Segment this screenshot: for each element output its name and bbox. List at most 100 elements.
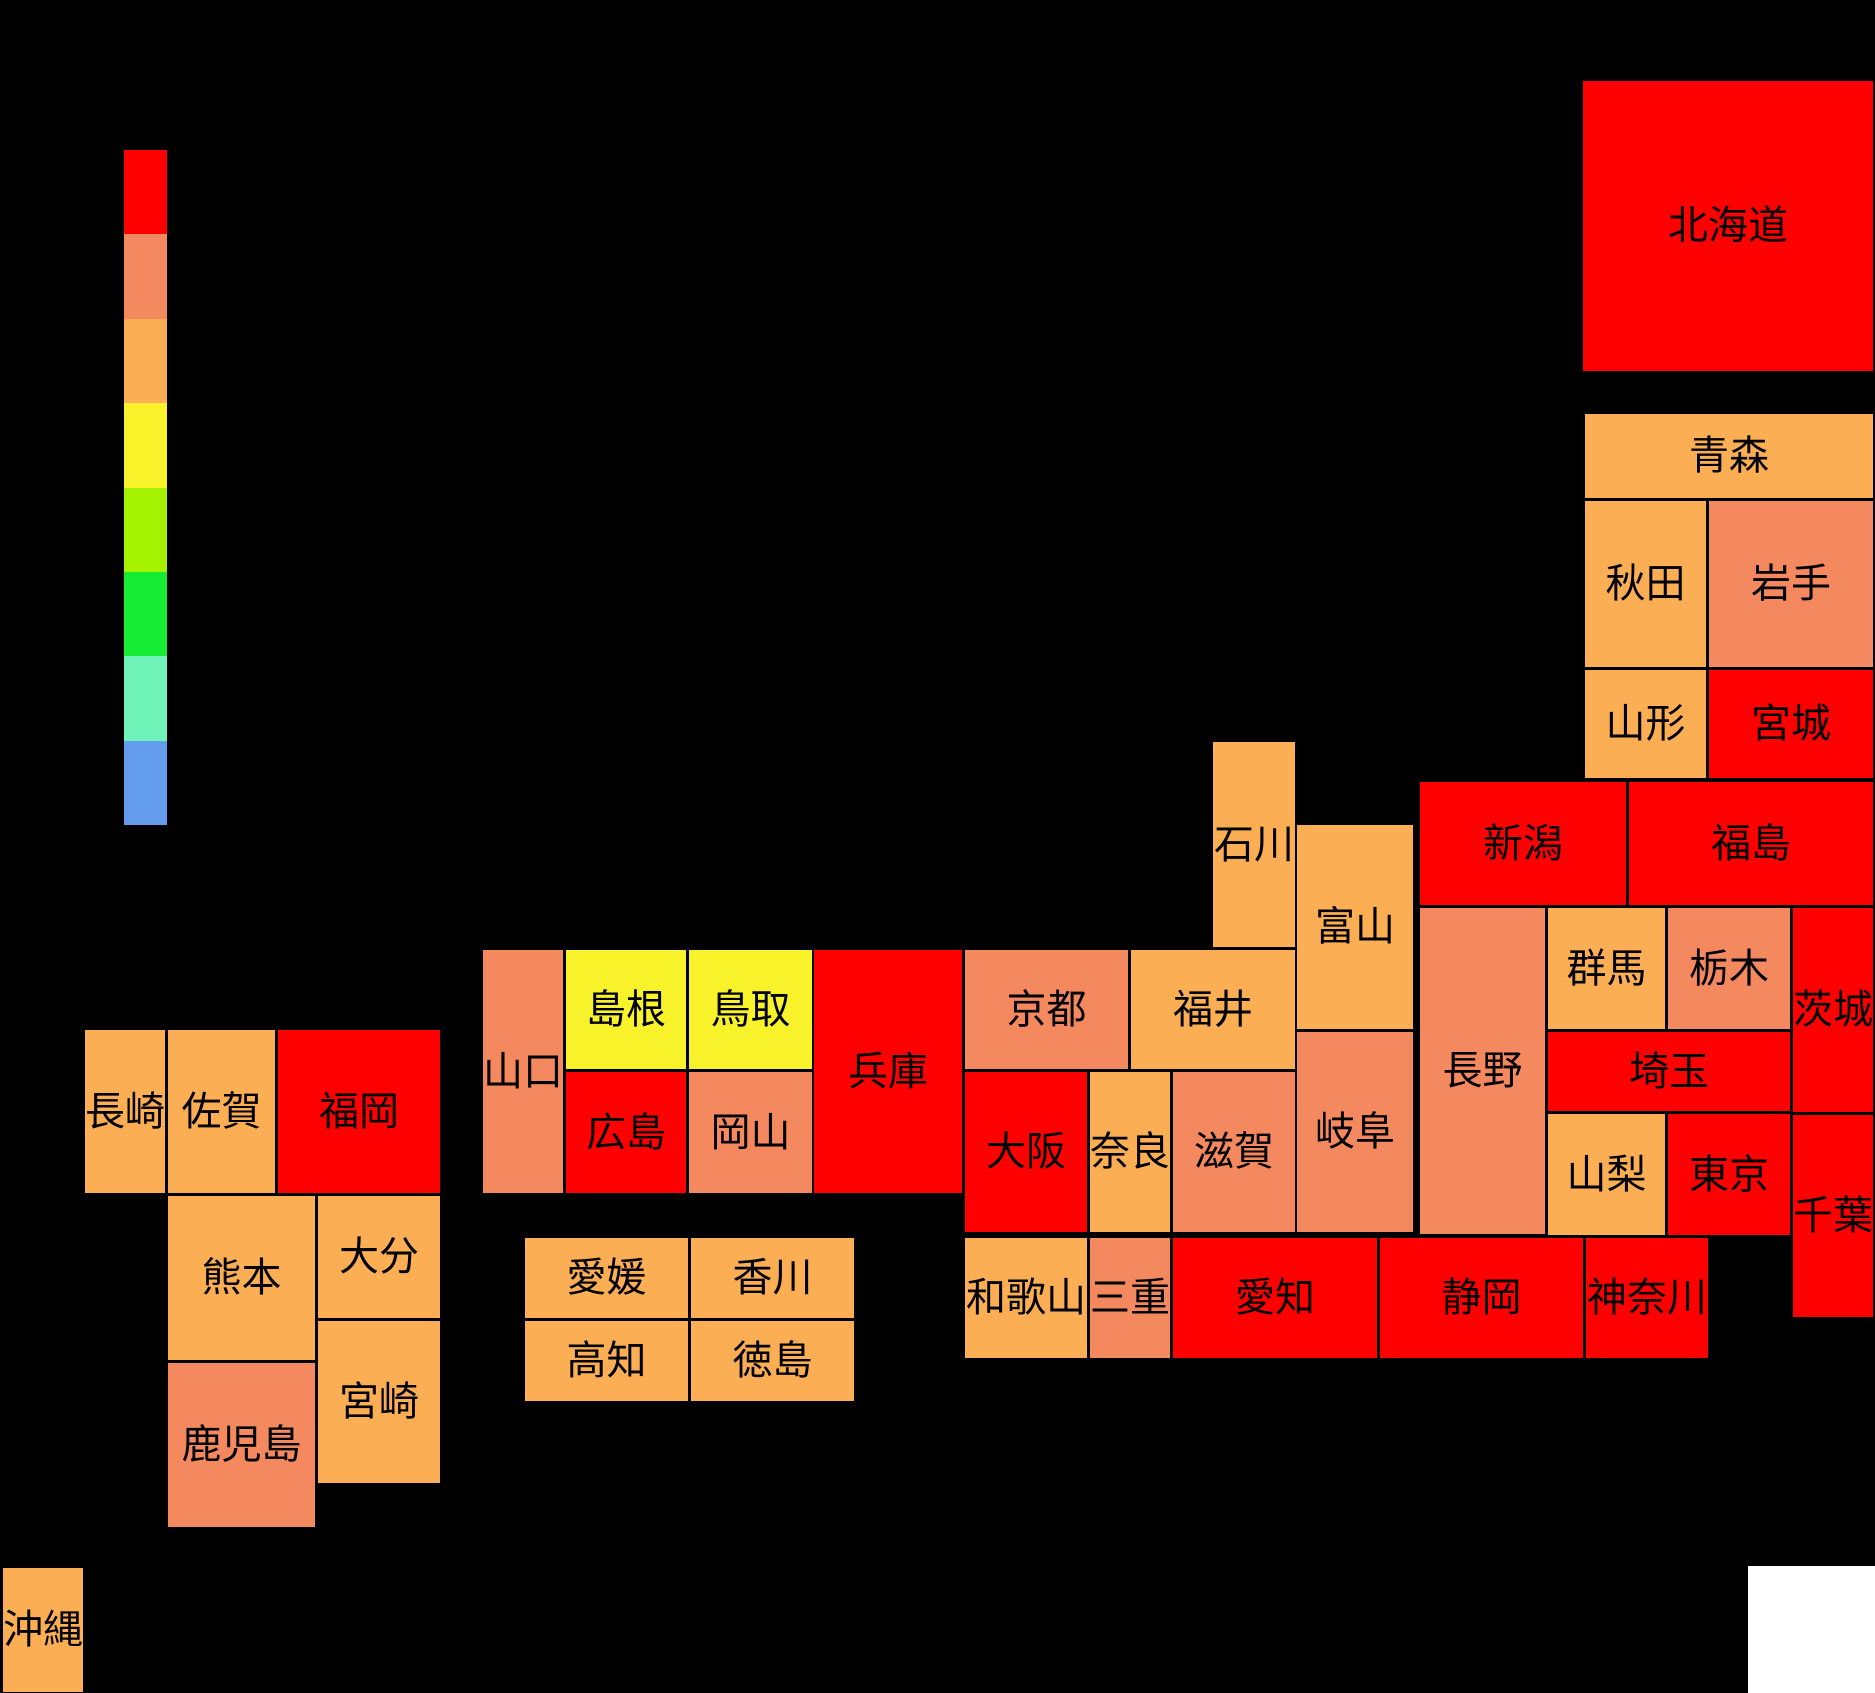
tile-osaka: 大阪 — [965, 1072, 1087, 1232]
tile-label-hokkaido: 北海道 — [1668, 203, 1788, 249]
tile-nara: 奈良 — [1090, 1072, 1170, 1232]
legend-level-5-swatch — [124, 487, 167, 572]
tile-miyazaki: 宮崎 — [318, 1321, 440, 1483]
tile-toyama: 富山 — [1297, 825, 1413, 1029]
legend-level-3-swatch — [124, 318, 167, 404]
tile-okayama: 岡山 — [689, 1072, 812, 1193]
tile-label-shimane: 島根 — [586, 986, 666, 1033]
tile-label-iwate: 岩手 — [1751, 561, 1831, 607]
tile-label-nara: 奈良 — [1090, 1129, 1170, 1175]
tile-label-miyazaki: 宮崎 — [339, 1379, 419, 1425]
legend-level-7-swatch — [124, 656, 167, 741]
tile-nagasaki: 長崎 — [85, 1030, 165, 1193]
tile-nagano: 長野 — [1420, 908, 1545, 1234]
tile-ibaraki: 茨城 — [1793, 908, 1873, 1112]
legend-level-8-swatch — [124, 740, 167, 825]
tile-tokushima: 徳島 — [691, 1321, 854, 1401]
tile-label-niigata: 新潟 — [1483, 820, 1563, 867]
tile-shiga: 滋賀 — [1173, 1072, 1295, 1232]
blank-white-box — [1748, 1566, 1875, 1693]
tile-label-kumamoto: 熊本 — [201, 1255, 282, 1301]
tile-label-yamaguchi: 山口 — [483, 1048, 563, 1095]
tile-label-tokushima: 徳島 — [732, 1338, 813, 1384]
tile-label-tottori: 鳥取 — [710, 986, 791, 1033]
tile-yamanashi: 山梨 — [1548, 1114, 1665, 1235]
tile-label-saga: 佐賀 — [181, 1088, 262, 1135]
tile-oita: 大分 — [318, 1196, 440, 1318]
tile-label-gifu: 岐阜 — [1315, 1109, 1395, 1155]
tile-hyogo: 兵庫 — [814, 950, 962, 1193]
tile-kagawa: 香川 — [691, 1238, 854, 1318]
tile-label-aichi: 愛知 — [1235, 1275, 1315, 1321]
tile-mie: 三重 — [1090, 1238, 1170, 1358]
tile-wakayama: 和歌山 — [965, 1238, 1087, 1358]
tile-label-kagoshima: 鹿児島 — [181, 1422, 302, 1468]
tile-tottori: 鳥取 — [689, 950, 812, 1069]
legend-level-6-swatch — [124, 571, 167, 657]
tile-kochi: 高知 — [525, 1321, 688, 1401]
tile-aichi: 愛知 — [1173, 1238, 1377, 1358]
tile-fukushima: 福島 — [1629, 782, 1873, 905]
tile-saitama: 埼玉 — [1548, 1032, 1790, 1111]
tile-shizuoka: 静岡 — [1380, 1238, 1583, 1358]
tile-label-okayama: 岡山 — [710, 1109, 791, 1156]
tile-label-okinawa: 沖縄 — [3, 1607, 83, 1653]
legend-level-2-swatch — [124, 234, 167, 319]
tile-label-yamanashi: 山梨 — [1566, 1151, 1647, 1198]
tile-ehime: 愛媛 — [525, 1238, 688, 1318]
tile-label-fukuoka: 福岡 — [319, 1088, 399, 1135]
tile-hokkaido: 北海道 — [1583, 81, 1873, 371]
tile-saga: 佐賀 — [168, 1030, 275, 1193]
tile-hiroshima: 広島 — [566, 1072, 686, 1193]
color-legend — [124, 150, 167, 825]
tile-niigata: 新潟 — [1420, 782, 1626, 905]
tile-kyoto: 京都 — [965, 950, 1128, 1069]
tile-miyagi: 宮城 — [1709, 670, 1873, 778]
tile-tokyo: 東京 — [1668, 1114, 1790, 1235]
legend-level-1-swatch — [124, 150, 167, 235]
tile-iwate: 岩手 — [1709, 501, 1873, 667]
tile-tochigi: 栃木 — [1668, 908, 1790, 1029]
legend-level-4-swatch — [124, 403, 167, 488]
tile-label-shiga: 滋賀 — [1194, 1129, 1274, 1175]
tile-label-tokyo: 東京 — [1689, 1151, 1769, 1198]
tile-label-osaka: 大阪 — [986, 1129, 1066, 1175]
tile-label-saitama: 埼玉 — [1629, 1048, 1709, 1095]
tile-kanagawa: 神奈川 — [1586, 1238, 1708, 1358]
tile-label-shizuoka: 静岡 — [1441, 1275, 1522, 1321]
tile-label-gunma: 群馬 — [1566, 945, 1647, 992]
tile-label-nagano: 長野 — [1442, 1048, 1523, 1094]
tile-label-mie: 三重 — [1090, 1275, 1170, 1321]
tile-label-kyoto: 京都 — [1006, 986, 1087, 1033]
tile-okinawa: 沖縄 — [3, 1568, 83, 1692]
tile-label-kochi: 高知 — [566, 1338, 647, 1384]
tile-gifu: 岐阜 — [1297, 1032, 1413, 1232]
tile-gunma: 群馬 — [1548, 908, 1665, 1029]
tile-aomori: 青森 — [1585, 414, 1873, 498]
tile-kumamoto: 熊本 — [168, 1196, 315, 1360]
tile-fukuoka: 福岡 — [278, 1030, 440, 1193]
tile-label-kanagawa: 神奈川 — [1587, 1275, 1707, 1321]
tile-yamagata: 山形 — [1585, 670, 1706, 778]
tile-chiba: 千葉 — [1793, 1115, 1873, 1317]
tile-label-ehime: 愛媛 — [566, 1255, 647, 1301]
tile-shimane: 島根 — [566, 950, 686, 1069]
tile-label-tochigi: 栃木 — [1689, 945, 1769, 992]
tile-label-yamagata: 山形 — [1605, 701, 1686, 747]
tile-label-ishikawa: 石川 — [1214, 821, 1294, 868]
tile-akita: 秋田 — [1585, 501, 1706, 667]
tile-label-ibaraki: 茨城 — [1793, 987, 1873, 1033]
tile-label-oita: 大分 — [339, 1234, 419, 1280]
tile-label-wakayama: 和歌山 — [966, 1275, 1086, 1321]
tile-label-akita: 秋田 — [1605, 561, 1686, 607]
tile-label-miyagi: 宮城 — [1751, 701, 1831, 747]
tile-label-kagawa: 香川 — [732, 1255, 813, 1301]
tile-label-fukui: 福井 — [1173, 986, 1253, 1033]
tile-label-fukushima: 福島 — [1711, 820, 1791, 867]
tile-label-hyogo: 兵庫 — [848, 1048, 928, 1095]
tile-label-chiba: 千葉 — [1793, 1193, 1873, 1239]
tile-label-aomori: 青森 — [1689, 433, 1769, 479]
tile-label-nagasaki: 長崎 — [85, 1088, 165, 1135]
tile-label-hiroshima: 広島 — [586, 1109, 666, 1156]
